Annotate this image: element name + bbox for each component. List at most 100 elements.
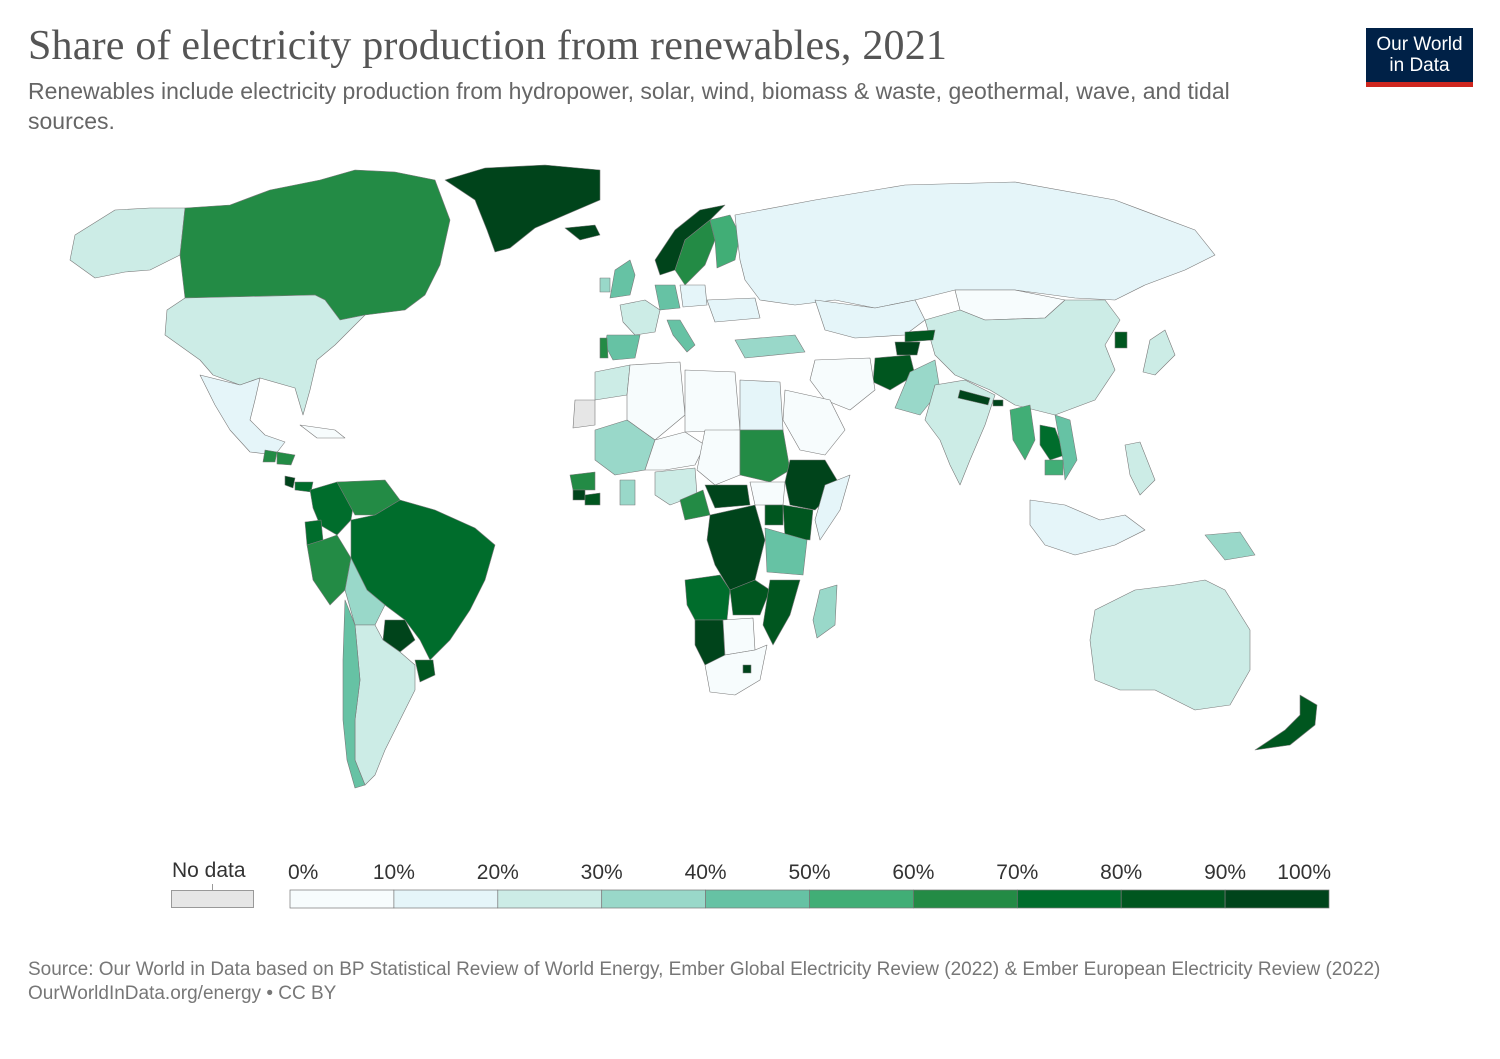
world-map[interactable] (55, 160, 1395, 800)
country-kazakhstan[interactable] (814, 299, 926, 339)
country-italy[interactable] (666, 319, 696, 353)
country-north-korea[interactable] (1114, 331, 1128, 349)
country-honduras[interactable] (276, 451, 296, 466)
country-costa-rica[interactable] (284, 475, 296, 489)
legend: No data (0, 855, 1500, 915)
source-url-license[interactable]: OurWorldInData.org/energy • CC BY (28, 983, 337, 1004)
country-madagascar[interactable] (812, 584, 838, 639)
chart-subtitle: Renewables include electricity productio… (28, 78, 1230, 134)
country-guatemala[interactable] (262, 449, 278, 463)
country-ukraine[interactable] (706, 297, 761, 323)
legend-tick-label-6: 60% (892, 861, 934, 884)
country-guinea[interactable] (569, 471, 596, 491)
country-paraguay[interactable] (382, 619, 416, 653)
country-liberia[interactable] (584, 492, 601, 506)
country-mexico[interactable] (199, 374, 286, 456)
country-morocco[interactable] (594, 364, 631, 401)
country-indonesia[interactable] (1029, 499, 1146, 556)
country-india[interactable] (924, 379, 996, 486)
source-text: Source: Our World in Data based on BP St… (28, 959, 1381, 980)
country-kyrgyzstan[interactable] (904, 329, 936, 343)
country-western-sahara[interactable] (572, 399, 596, 429)
country-papua-new-guinea[interactable] (1204, 531, 1256, 561)
country-saudi-arabia[interactable] (782, 389, 846, 456)
legend-bin-9[interactable] (1224, 889, 1330, 909)
country-tanzania[interactable] (764, 527, 808, 576)
country-japan[interactable] (1142, 329, 1176, 376)
legend-tick-label-8: 80% (1100, 861, 1142, 884)
country-germany[interactable] (654, 284, 681, 311)
logo-line-2: in Data (1389, 55, 1450, 76)
country-united-kingdom[interactable] (609, 259, 636, 299)
country-myanmar[interactable] (1009, 404, 1036, 461)
country-bhutan[interactable] (992, 399, 1004, 407)
country-france[interactable] (619, 299, 661, 336)
legend-no-data-tick (212, 884, 213, 890)
legend-bin-3[interactable] (601, 889, 706, 909)
legend-tick-label-3: 30% (581, 861, 623, 884)
logo-line-1: Our World (1376, 34, 1463, 55)
legend-tick-label-9: 90% (1204, 861, 1246, 884)
country-chad[interactable] (696, 429, 741, 486)
country-somalia[interactable] (814, 474, 851, 541)
country-spain[interactable] (604, 334, 641, 361)
legend-bin-1[interactable] (393, 889, 499, 909)
legend-bin-8[interactable] (1120, 889, 1226, 909)
country-australia[interactable] (1089, 579, 1251, 711)
country-sierra-leone[interactable] (572, 489, 586, 501)
legend-bin-6[interactable] (913, 889, 1018, 909)
country-argentina[interactable] (354, 624, 416, 786)
country-angola[interactable] (684, 574, 731, 621)
country-iran[interactable] (809, 357, 876, 411)
country-united-states[interactable] (164, 294, 366, 416)
legend-bin-0[interactable] (289, 889, 395, 909)
country-iceland[interactable] (564, 224, 601, 241)
country-portugal[interactable] (599, 337, 609, 359)
legend-tick-label-5: 50% (788, 861, 830, 884)
country-turkey[interactable] (734, 334, 806, 359)
world-map-svg[interactable] (55, 160, 1395, 800)
legend-no-data-swatch (171, 890, 254, 908)
owid-logo[interactable]: Our World in Data (1366, 28, 1473, 87)
country-mozambique[interactable] (762, 579, 801, 646)
country-uganda[interactable] (764, 504, 784, 526)
country-ghana[interactable] (619, 479, 636, 506)
country-zambia[interactable] (729, 579, 771, 616)
country-sudan[interactable] (739, 429, 791, 483)
country-alaska[interactable] (69, 207, 186, 279)
legend-bin-7[interactable] (1016, 889, 1122, 909)
country-laos[interactable] (1039, 424, 1066, 461)
country-kenya[interactable] (782, 504, 814, 541)
country-chile[interactable] (342, 599, 366, 789)
country-finland[interactable] (709, 214, 741, 269)
country-philippines[interactable] (1124, 441, 1156, 496)
legend-tick-label-1: 10% (373, 861, 415, 884)
country-niger[interactable] (644, 431, 706, 471)
country-egypt[interactable] (739, 379, 784, 431)
country-ireland[interactable] (599, 277, 611, 293)
country-china[interactable] (924, 299, 1121, 416)
legend-scale: 0% 10% 20% 30% 40% 50% 60% 70% 80% 90% 100% (288, 861, 1331, 909)
country-south-sudan[interactable] (749, 481, 786, 506)
country-south-africa[interactable] (704, 644, 768, 696)
country-russia[interactable] (734, 181, 1216, 309)
country-libya[interactable] (684, 369, 741, 433)
country-central-african-republic[interactable] (704, 484, 751, 509)
country-nepal[interactable] (957, 389, 991, 406)
country-uruguay[interactable] (414, 659, 436, 683)
legend-bin-4[interactable] (705, 889, 810, 909)
country-greenland[interactable] (444, 164, 601, 253)
logo-red-bar (1366, 82, 1473, 87)
country-peru[interactable] (306, 534, 352, 606)
country-vietnam[interactable] (1054, 414, 1078, 481)
country-tajikistan[interactable] (894, 341, 921, 356)
legend-tick-label-7: 70% (996, 861, 1038, 884)
country-cambodia[interactable] (1044, 459, 1064, 476)
country-poland[interactable] (679, 284, 708, 308)
legend-bin-5[interactable] (809, 889, 914, 909)
country-cuba[interactable] (299, 424, 346, 439)
legend-bin-2[interactable] (497, 889, 603, 909)
country-botswana[interactable] (722, 617, 756, 656)
country-new-zealand[interactable] (1254, 694, 1318, 751)
country-lesotho[interactable] (742, 664, 752, 674)
